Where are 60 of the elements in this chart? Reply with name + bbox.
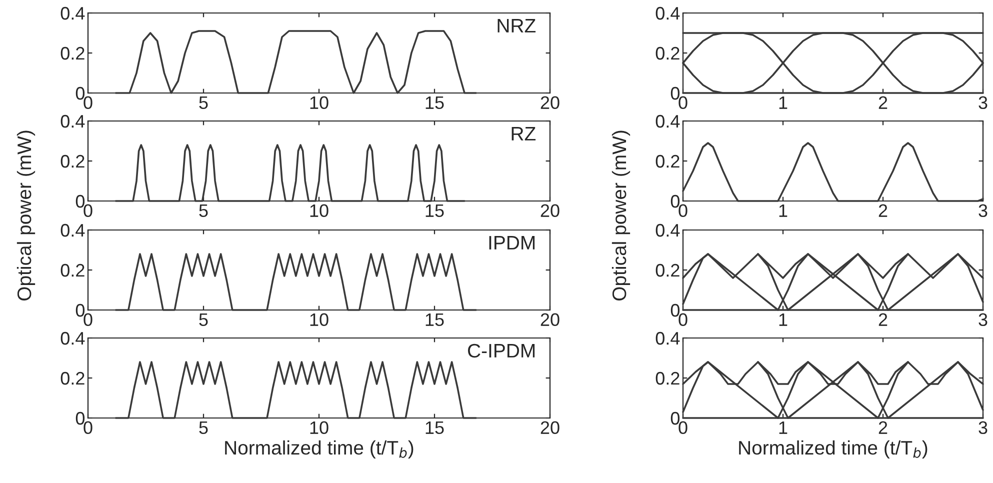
y-tick-label: 0 — [76, 86, 85, 100]
x-tick-label: 5 — [199, 204, 208, 218]
x-tick-label: 1 — [779, 421, 788, 434]
x-axis-title: Normalized time (t/T$_{b}$) — [225, 440, 414, 459]
y-tick-label: 0.2 — [60, 264, 84, 277]
x-tick-label: 1 — [779, 96, 788, 109]
x-tick-label: 10 — [310, 204, 328, 218]
x-tick-label: 20 — [540, 96, 560, 110]
x-tick-label: 2 — [878, 313, 888, 326]
x-tick-label: 20 — [540, 313, 560, 326]
y-tick-label: 0.2 — [656, 264, 680, 277]
x-tick-label: 3 — [978, 421, 988, 434]
y-tick-label: 0.2 — [656, 154, 680, 168]
y-tick-label: 0.2 — [656, 46, 680, 60]
y-tick-label: 0 — [670, 86, 680, 100]
x-tick-label: 2 — [878, 421, 888, 434]
x-tick-label: 3 — [978, 96, 988, 110]
x-tick-label: 10 — [310, 313, 328, 326]
y-tick-label: 0 — [76, 304, 85, 317]
x-tick-label: 5 — [199, 96, 208, 110]
y-tick-label: 0.2 — [60, 372, 84, 385]
x-tick-label: 5 — [199, 313, 208, 326]
y-tick-label: 0 — [670, 194, 680, 208]
y-tick-label: 0.4 — [60, 224, 85, 237]
x-tick-label: 5 — [199, 421, 208, 434]
y-tick-label: 0 — [76, 412, 85, 425]
annotation: C-IPDM — [468, 344, 535, 358]
y-tick-label: 0.4 — [656, 6, 680, 20]
x-tick-label: 3 — [978, 313, 988, 326]
annotation: IPDM — [489, 236, 535, 250]
x-tick-label: 15 — [426, 204, 444, 218]
y-tick-label: 0.4 — [656, 114, 680, 128]
y-tick-label: 0.2 — [656, 372, 680, 385]
x-tick-label: 10 — [310, 96, 328, 110]
y-tick-label: 0.4 — [656, 224, 680, 237]
x-tick-label: 1 — [779, 313, 788, 326]
y-axis-title: Optical power (mW) — [16, 130, 36, 300]
y-tick-label: 0.2 — [60, 46, 84, 60]
y-tick-label: 0 — [76, 194, 85, 208]
x-tick-label: 15 — [426, 421, 444, 434]
y-tick-label: 0.4 — [60, 6, 85, 20]
y-axis-title: Optical power (mW) — [612, 130, 630, 300]
y-tick-label: 0 — [670, 304, 680, 317]
annotation: NRZ — [498, 19, 536, 32]
x-tick-label: 15 — [426, 96, 444, 110]
x-tick-label: 2 — [878, 204, 888, 217]
y-tick-label: 0 — [670, 412, 680, 425]
x-tick-label: 20 — [540, 204, 560, 218]
x-tick-label: 2 — [878, 96, 888, 109]
x-tick-label: 3 — [978, 204, 988, 218]
x-tick-label: 1 — [779, 204, 788, 217]
x-tick-label: 20 — [540, 421, 560, 434]
x-tick-label: 10 — [310, 421, 328, 434]
y-tick-label: 0.4 — [60, 332, 85, 345]
y-tick-label: 0.2 — [60, 154, 84, 168]
y-tick-label: 0.4 — [60, 114, 85, 128]
y-tick-label: 0.4 — [656, 332, 680, 345]
x-axis-title: Normalized time (t/T$_{b}$) — [739, 440, 928, 459]
x-tick-label: 15 — [426, 313, 444, 326]
annotation: RZ — [512, 127, 536, 140]
